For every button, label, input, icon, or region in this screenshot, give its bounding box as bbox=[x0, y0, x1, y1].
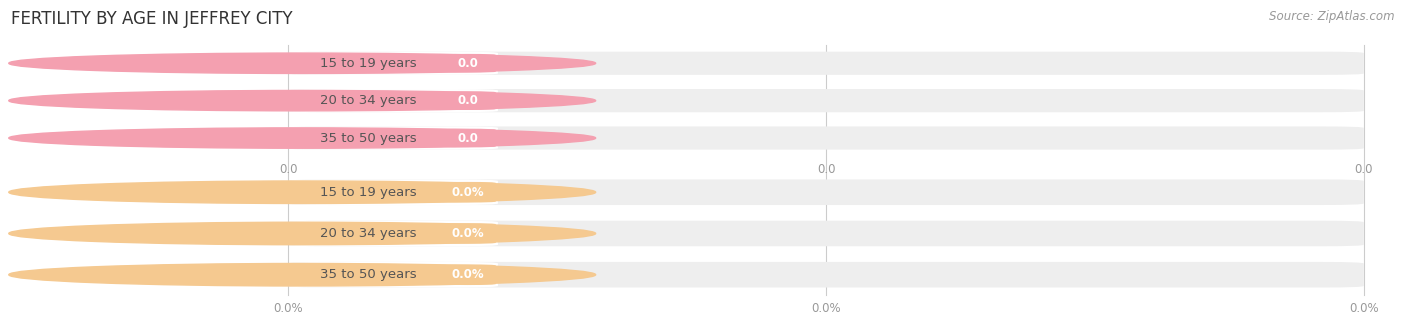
Text: 0.0%: 0.0% bbox=[451, 227, 484, 240]
Text: 0.0%: 0.0% bbox=[273, 302, 304, 315]
FancyBboxPatch shape bbox=[288, 180, 1364, 205]
Text: FERTILITY BY AGE IN JEFFREY CITY: FERTILITY BY AGE IN JEFFREY CITY bbox=[11, 10, 292, 28]
Text: 0.0%: 0.0% bbox=[451, 186, 484, 199]
Text: 15 to 19 years: 15 to 19 years bbox=[321, 186, 418, 199]
FancyBboxPatch shape bbox=[288, 262, 498, 287]
Text: 35 to 50 years: 35 to 50 years bbox=[321, 132, 418, 145]
FancyBboxPatch shape bbox=[440, 182, 496, 203]
Text: 0.0: 0.0 bbox=[457, 57, 478, 70]
Text: 15 to 19 years: 15 to 19 years bbox=[321, 57, 418, 70]
FancyBboxPatch shape bbox=[440, 223, 496, 244]
Circle shape bbox=[8, 222, 596, 245]
FancyBboxPatch shape bbox=[288, 262, 1364, 287]
FancyBboxPatch shape bbox=[288, 221, 1364, 246]
FancyBboxPatch shape bbox=[440, 264, 496, 285]
Circle shape bbox=[8, 128, 596, 148]
Text: 0.0%: 0.0% bbox=[1348, 302, 1379, 315]
Circle shape bbox=[8, 53, 596, 74]
Text: 20 to 34 years: 20 to 34 years bbox=[321, 227, 418, 240]
Text: 0.0%: 0.0% bbox=[811, 302, 841, 315]
Text: 0.0: 0.0 bbox=[457, 94, 478, 107]
FancyBboxPatch shape bbox=[440, 91, 496, 110]
FancyBboxPatch shape bbox=[288, 52, 498, 75]
FancyBboxPatch shape bbox=[288, 126, 498, 149]
FancyBboxPatch shape bbox=[440, 129, 496, 148]
FancyBboxPatch shape bbox=[288, 89, 1364, 112]
Text: 0.0%: 0.0% bbox=[451, 268, 484, 281]
FancyBboxPatch shape bbox=[288, 180, 498, 205]
Text: 0.0: 0.0 bbox=[1354, 163, 1374, 176]
FancyBboxPatch shape bbox=[288, 89, 498, 112]
Text: Source: ZipAtlas.com: Source: ZipAtlas.com bbox=[1270, 10, 1395, 23]
Text: 20 to 34 years: 20 to 34 years bbox=[321, 94, 418, 107]
Circle shape bbox=[8, 90, 596, 111]
FancyBboxPatch shape bbox=[440, 54, 496, 73]
FancyBboxPatch shape bbox=[288, 52, 1364, 75]
Circle shape bbox=[8, 181, 596, 204]
FancyBboxPatch shape bbox=[288, 126, 1364, 149]
Circle shape bbox=[8, 263, 596, 286]
Text: 0.0: 0.0 bbox=[278, 163, 298, 176]
Text: 0.0: 0.0 bbox=[817, 163, 835, 176]
FancyBboxPatch shape bbox=[288, 221, 498, 246]
Text: 35 to 50 years: 35 to 50 years bbox=[321, 268, 418, 281]
Text: 0.0: 0.0 bbox=[457, 132, 478, 145]
